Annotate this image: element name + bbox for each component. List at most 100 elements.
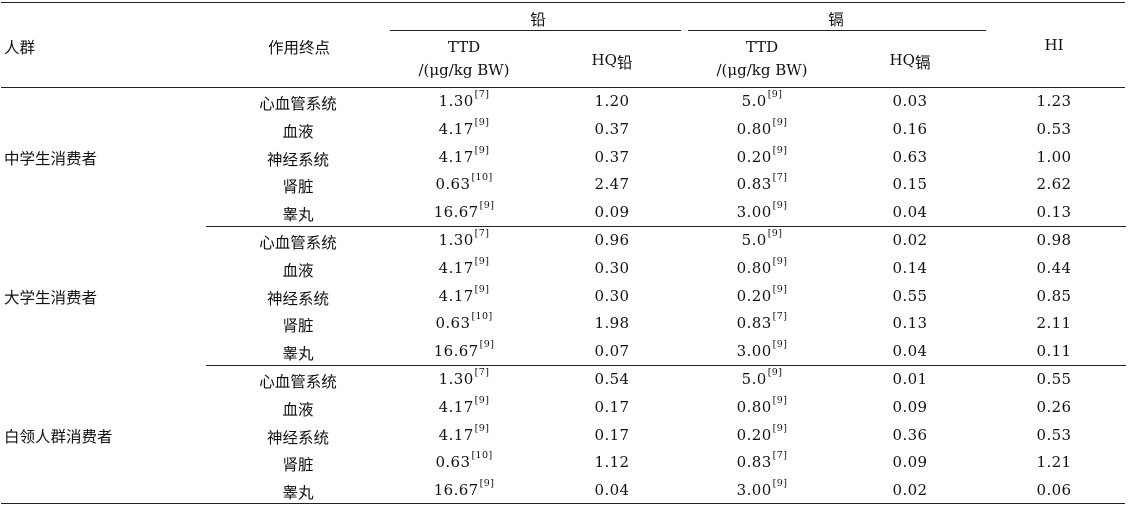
ttd-cadmium-cell: 0.80[9] [736,394,788,416]
ttd-lead-reference: [9] [479,200,495,212]
hq-cadmium-cell: 0.09 [892,453,928,472]
ttd-lead-reference: [10] [471,172,493,184]
ttd-lead-reference: [10] [471,311,493,323]
ttd-cadmium-reference: [9] [772,144,788,156]
hq-cadmium-cell: 0.01 [892,370,928,388]
ttd-cadmium-reference: [9] [767,228,783,239]
hq-lead-cell: 0.09 [594,203,630,222]
top-rule [1,2,1125,3]
group-divider-2 [206,365,1126,366]
ttd-cadmium-reference: [9] [772,422,788,434]
hi-cell: 0.55 [1036,370,1072,388]
ttd-lead-value: 16.67 [433,481,479,500]
hq-lead-cell: 0.04 [594,481,630,500]
endpoint-cell: 血液 [282,261,314,280]
ttd-cadmium-value: 0.80 [736,119,772,138]
group-divider-1 [206,226,1126,227]
hq-cadmium-cell: 0.15 [892,175,928,194]
header-ttd-cadmium-unit: /(μg/kg BW) [716,61,808,79]
ttd-cadmium-cell: 5.0[9] [742,367,783,388]
ttd-cadmium-value: 0.20 [736,425,772,444]
endpoint-cell: 肾脏 [282,317,314,336]
hi-cell: 0.53 [1036,425,1072,444]
ttd-cadmium-value: 0.83 [736,314,772,333]
ttd-lead-value: 0.63 [435,314,471,333]
header-bottom-rule [1,87,1125,88]
ttd-lead-cell: 4.17[9] [438,117,490,138]
ttd-lead-reference: [7] [474,89,490,100]
ttd-lead-reference: [9] [474,422,490,434]
hq-lead-cell: 0.96 [594,231,630,249]
hi-cell: 1.00 [1036,147,1072,166]
hi-cell: 0.98 [1036,231,1072,249]
ttd-cadmium-cell: 3.00[9] [736,339,788,361]
hq-lead-cell: 0.07 [594,342,630,361]
hi-cell: 0.11 [1036,342,1072,361]
ttd-lead-reference: [10] [471,450,493,462]
endpoint-cell: 睾丸 [282,484,314,503]
ttd-cadmium-cell: 0.83[7] [736,172,788,194]
ttd-lead-cell: 0.63[10] [435,450,493,471]
ttd-cadmium-cell: 3.00[9] [736,478,788,500]
ttd-cadmium-value: 3.00 [736,203,772,222]
hq-lead-cell: 0.17 [594,425,630,444]
ttd-cadmium-cell: 0.83[7] [736,311,788,333]
ttd-cadmium-value: 0.83 [736,175,772,194]
endpoint-cell: 神经系统 [266,289,330,308]
header-hq-lead: HQ铅 [591,51,633,72]
header-hi: HI [1044,36,1064,54]
hi-cell: 2.11 [1036,314,1072,333]
ttd-lead-value: 4.17 [438,425,474,444]
ttd-cadmium-cell: 0.20[9] [736,283,788,305]
endpoint-cell: 睾丸 [282,345,314,364]
ttd-cadmium-value: 0.83 [736,453,772,472]
hq-cadmium-cell: 0.14 [892,258,928,277]
ttd-cadmium-reference: [9] [772,478,788,490]
header-group: 人群 [4,39,36,57]
hi-cell: 0.26 [1036,397,1072,416]
ttd-cadmium-cell: 0.83[7] [736,450,788,472]
hq-cadmium-cell: 0.55 [892,286,928,305]
endpoint-cell: 肾脏 [282,178,314,197]
ttd-lead-value: 4.17 [438,286,474,305]
bottom-rule [1,503,1125,504]
hq-cadmium-cell: 0.09 [892,397,928,416]
header-lead: 铅 [530,11,546,29]
ttd-lead-reference: [9] [479,339,495,351]
ttd-lead-value: 16.67 [433,203,479,222]
hq-lead-cell: 0.30 [594,258,630,277]
ttd-cadmium-value: 0.80 [736,397,772,416]
ttd-cadmium-value: 0.20 [736,286,772,305]
ttd-cadmium-reference: [9] [772,283,788,295]
ttd-cadmium-value: 3.00 [736,342,772,361]
hq-lead-cell: 1.98 [594,314,630,333]
ttd-cadmium-reference: [9] [772,394,788,406]
ttd-lead-value: 4.17 [438,119,474,138]
ttd-cadmium-value: 3.00 [736,481,772,500]
hq-cadmium-cell: 0.03 [892,92,928,110]
ttd-cadmium-reference: [9] [767,89,783,100]
group-label-white-collar: 白领人群消费者 [4,428,113,446]
ttd-lead-cell: 1.30[7] [439,228,490,249]
hq-cadmium-cell: 0.16 [892,119,928,138]
hq-lead-cell: 0.17 [594,397,630,416]
header-ttd-lead: TTD [447,38,481,56]
endpoint-cell: 神经系统 [266,150,330,169]
ttd-lead-reference: [9] [474,283,490,295]
hq-cadmium-cell: 0.02 [892,481,928,500]
ttd-lead-reference: [9] [479,478,495,490]
hq-cadmium-cell: 0.02 [892,231,928,249]
hq-lead-cell: 1.20 [594,92,630,110]
ttd-cadmium-cell: 0.80[9] [737,256,788,277]
hq-lead-cell: 2.47 [594,175,630,194]
ttd-lead-cell: 4.17[9] [438,283,490,305]
hq-cadmium-cell: 0.36 [892,425,928,444]
ttd-cadmium-reference: [7] [772,450,788,462]
ttd-lead-reference: [9] [474,144,490,156]
hq-lead-cell: 0.37 [594,119,630,138]
ttd-lead-cell: 4.17[9] [439,256,490,277]
ttd-lead-cell: 1.30[7] [439,367,490,388]
ttd-cadmium-cell: 0.80[9] [736,117,788,138]
hi-cell: 1.23 [1036,92,1072,110]
